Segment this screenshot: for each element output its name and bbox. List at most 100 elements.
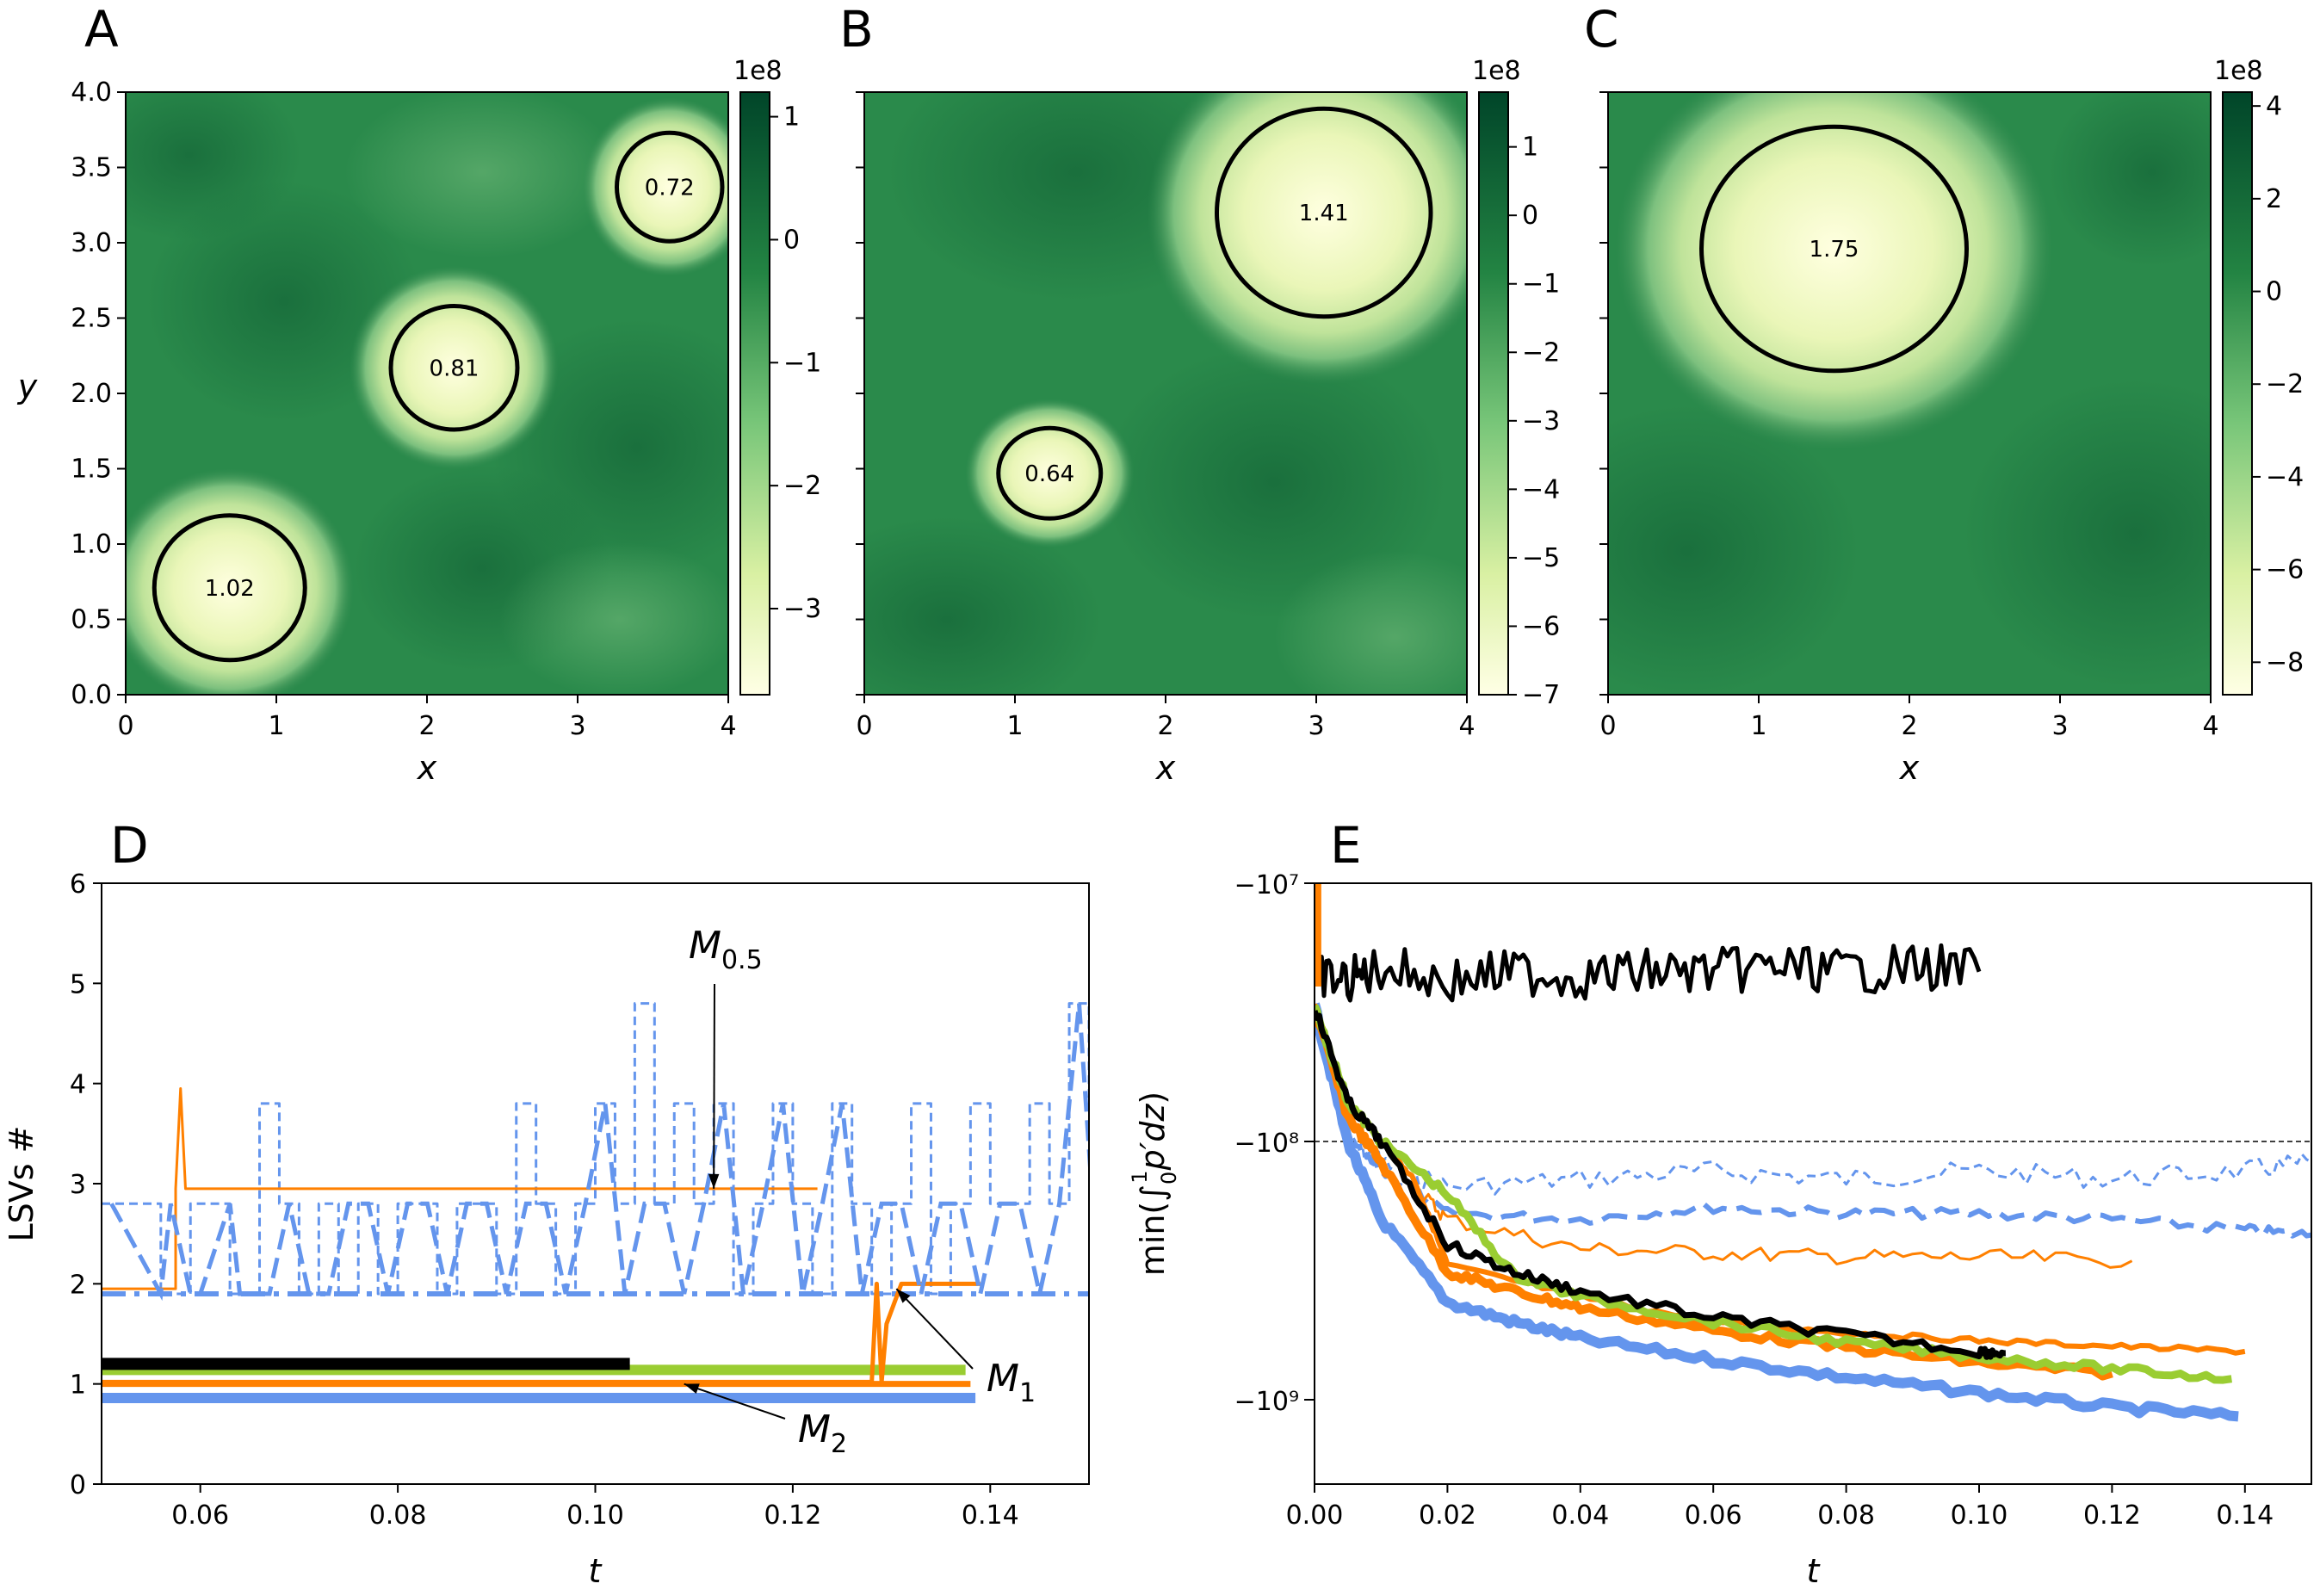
x-tick-label: 0.14 (962, 1500, 1019, 1531)
bright-region (350, 265, 559, 470)
x-tick-label: 1 (1006, 711, 1023, 741)
y-tick-label: 3.5 (71, 153, 112, 183)
x-tick-label: 0.12 (2083, 1500, 2141, 1531)
series-line (1315, 943, 1982, 1003)
contour-label: 0.81 (430, 356, 479, 381)
contour-label: 0.72 (645, 175, 695, 201)
annotation-arrowhead (896, 1289, 911, 1303)
annotation-arrow (895, 1288, 974, 1370)
y-tick-label: −10⁸ (1234, 1129, 1299, 1159)
y-tick-label: 1 (70, 1370, 86, 1401)
x-tick-label: 0.04 (1551, 1500, 1609, 1531)
x-tick-label: 0.08 (1817, 1500, 1875, 1531)
x-tick-label: 3 (569, 711, 585, 741)
x-tick-label: 0.00 (1286, 1500, 1344, 1531)
xlabel-b: x (1155, 749, 1176, 787)
y-tick-label: 2 (70, 1270, 86, 1300)
y-tick-label: 0.5 (71, 605, 112, 635)
x-tick-label: 0.14 (2216, 1500, 2274, 1531)
panel-label-d: D (110, 816, 149, 875)
contour-line (152, 513, 307, 663)
colorbar-tick-label: −3 (783, 594, 821, 624)
x-tick-label: 0 (1599, 711, 1616, 741)
ylabel-d: LSVs # (3, 1125, 40, 1241)
series-line (1315, 1002, 2239, 1422)
colorbar-tick-label: 1 (1522, 133, 1538, 163)
colorbar-tick-label: −5 (1522, 543, 1560, 573)
annotation-arrow (684, 1383, 786, 1420)
annotation-arrow (713, 983, 715, 1189)
x-tick-label: 0.02 (1419, 1500, 1476, 1531)
colorbar-tick-label: −4 (1522, 474, 1560, 504)
colorbar-c (2222, 91, 2253, 696)
panel-label-e: E (1330, 816, 1362, 875)
x-tick-label: 2 (1157, 711, 1173, 741)
y-tick-label: 6 (70, 869, 86, 900)
contour-label: 0.64 (1024, 461, 1074, 487)
x-tick-label: 1 (1750, 711, 1766, 741)
x-tick-label: 0.10 (566, 1500, 624, 1531)
y-tick-label: 0.0 (71, 680, 112, 710)
contour-line (388, 304, 520, 432)
colorbar-tick-label: 0 (783, 225, 800, 255)
colorbar-a (739, 91, 770, 696)
contour-label: 1.75 (1810, 237, 1859, 263)
y-tick-label: 3 (70, 1170, 86, 1200)
y-tick-label: 4 (70, 1070, 86, 1100)
x-tick-label: 0.12 (764, 1500, 822, 1531)
y-tick-label: 0 (70, 1470, 86, 1500)
xlabel-e: t (1807, 1552, 1822, 1590)
colorbar-tick-label: 2 (2266, 184, 2282, 214)
x-tick-label: 3 (1308, 711, 1324, 741)
colorbar-tick-label: −2 (1522, 337, 1560, 368)
series-line (102, 1281, 981, 1384)
series-line (1413, 1188, 2133, 1269)
series-line (1315, 1010, 2008, 1360)
bright-region (582, 97, 728, 277)
colorbar-tick-label: −1 (1522, 269, 1560, 300)
x-tick-label: 2 (1901, 711, 1917, 741)
y-tick-label: 2.0 (71, 379, 112, 409)
colorbar-a-exponent: 1e8 (733, 56, 783, 86)
y-tick-label: 3.0 (71, 228, 112, 258)
x-tick-label: 0.06 (1685, 1500, 1742, 1531)
x-tick-label: 4 (1458, 711, 1475, 741)
line-chart-e: 0.00 0.02 0.04 0.06 0.08 0.10 0.12 0.14 −10⁷ −10⁸… (1128, 870, 2312, 1590)
panel-label-a: A (84, 0, 119, 59)
annotation-label: M0.5 (689, 924, 763, 975)
colorbar-tick-label: −8 (2266, 647, 2304, 677)
xlabel-d: t (589, 1552, 603, 1590)
contour-line (1215, 106, 1433, 319)
bright-region (126, 468, 355, 695)
colorbar-c-exponent: 1e8 (2214, 56, 2263, 86)
annotation-arrowhead (684, 1383, 700, 1395)
ylabel-a: y (17, 368, 38, 405)
ylabel-e: min(∫01p′dz) (1128, 1092, 1181, 1277)
x-tick-label: 0.08 (369, 1500, 427, 1531)
y-tick-label: 1.0 (71, 529, 112, 560)
panel-label-c: C (1584, 0, 1619, 59)
y-tick-label: −10⁹ (1234, 1387, 1299, 1417)
colorbar-tick-label: 4 (2266, 91, 2282, 121)
colorbar-tick-label: −4 (2266, 462, 2304, 492)
y-tick-label: 4.0 (71, 77, 112, 108)
colorbar-tick-label: 0 (2266, 277, 2282, 307)
contour-line (1699, 124, 1969, 374)
x-tick-label: 0.06 (171, 1500, 229, 1531)
contour-line (996, 425, 1104, 521)
annotation-label: M1 (987, 1357, 1036, 1408)
x-tick-label: 4 (2202, 711, 2218, 741)
colorbar-tick-label: −6 (2266, 555, 2304, 585)
x-tick-label: 0 (117, 711, 133, 741)
colorbar-tick-label: 0 (1522, 201, 1538, 231)
x-tick-label: 0 (856, 711, 872, 741)
x-tick-label: 3 (2051, 711, 2068, 741)
line-chart-d: 0.06 0.08 0.10 0.12 0.14 0 1 2 3 4 5 6 M0.5 M1 M2 t L… (3, 869, 1090, 1590)
heatmap-a: 1.02 0.81 0.72 0 1 2 3 4 0.0 0.5 1.0 1.5 2.0 2.5 3.0 3… (17, 56, 821, 787)
colorbar-b (1478, 91, 1509, 696)
colorbar-tick-label: −7 (1522, 680, 1560, 710)
heatmap-b: 0.64 1.41 0 1 2 3 4 x 1e8 1 0 −1 −2 −3 −4 −5 −6 −7 (856, 56, 1560, 787)
colorbar-tick-label: −6 (1522, 611, 1560, 641)
xlabel-a: x (417, 749, 437, 787)
